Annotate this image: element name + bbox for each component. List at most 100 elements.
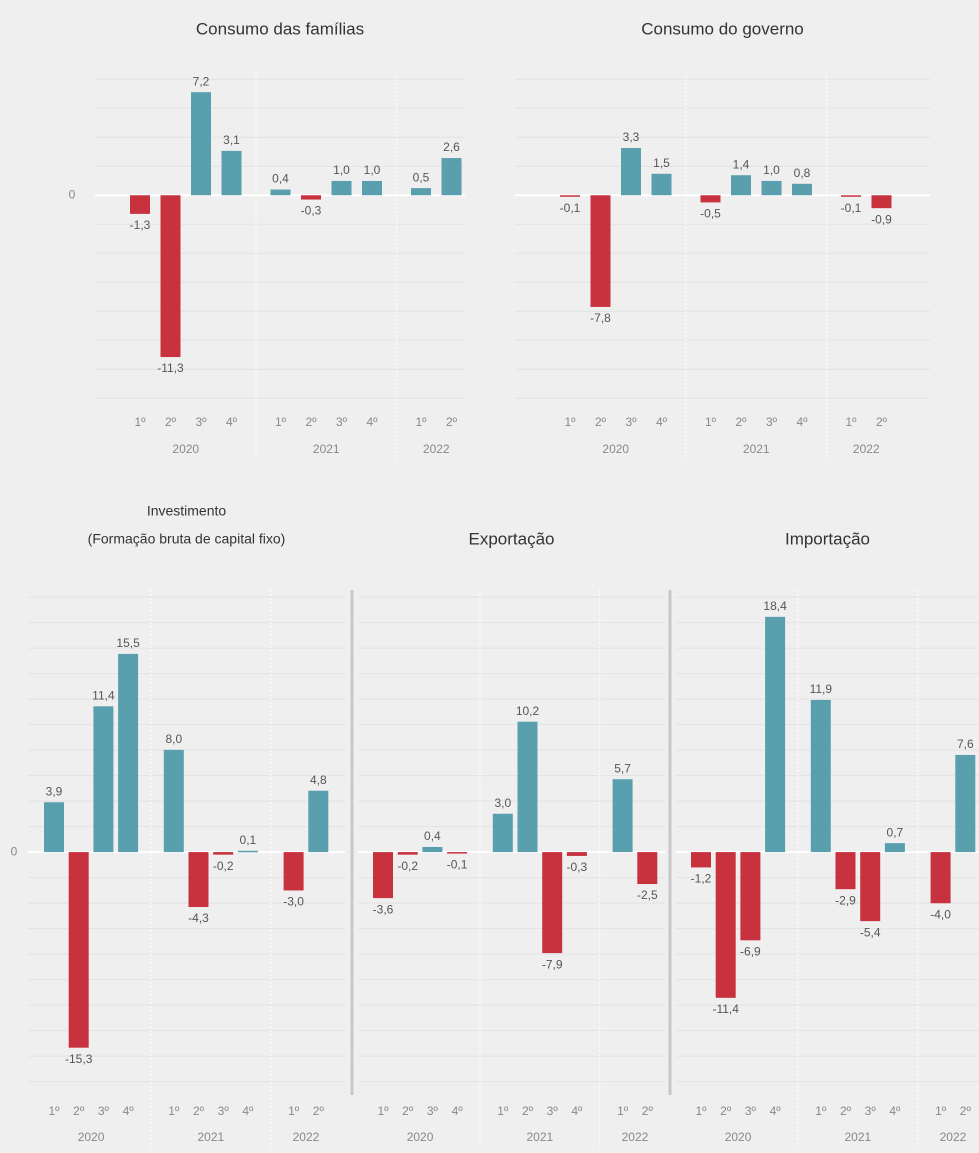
value-label: -0,2: [397, 859, 418, 873]
value-label: 10,2: [516, 704, 540, 718]
x-tick-label: 1º: [275, 415, 287, 429]
value-label: 0,4: [424, 829, 441, 843]
bar: [841, 195, 861, 197]
year-label: 2022: [293, 1130, 320, 1144]
x-tick-label: 1º: [815, 1104, 827, 1118]
value-label: -4,0: [930, 907, 951, 921]
value-label: 3,3: [623, 130, 640, 144]
bar: [792, 183, 812, 196]
year-label: 2021: [743, 442, 770, 456]
x-tick-label: 2º: [522, 1104, 534, 1118]
x-tick-label: 1º: [168, 1104, 180, 1118]
value-label: -3,0: [283, 895, 304, 909]
x-tick-label: 4º: [889, 1104, 901, 1118]
bar: [191, 92, 211, 196]
x-tick-label: 2º: [876, 415, 888, 429]
x-tick-label: 2º: [313, 1104, 325, 1118]
x-tick-label: 3º: [865, 1104, 877, 1118]
value-label: 1,0: [333, 163, 350, 177]
value-label: 3,9: [46, 784, 63, 798]
bar: [308, 790, 329, 853]
value-label: 0,5: [413, 170, 430, 184]
value-label: -2,5: [637, 888, 658, 902]
value-label: -0,3: [567, 860, 588, 874]
value-label: -15,3: [65, 1052, 93, 1066]
bar: [68, 852, 89, 1048]
value-label: -0,1: [560, 201, 581, 215]
bar: [810, 699, 831, 853]
value-label: 1,0: [763, 163, 780, 177]
bar: [270, 189, 291, 196]
x-tick-label: 4º: [123, 1104, 135, 1118]
value-label: -0,9: [871, 212, 892, 226]
chart-title: Investimento: [147, 503, 227, 519]
x-tick-label: 2º: [305, 415, 317, 429]
bar: [860, 852, 881, 922]
bar: [871, 195, 892, 209]
year-label: 2022: [622, 1130, 649, 1144]
bar: [566, 852, 587, 856]
x-tick-label: 1º: [377, 1104, 389, 1118]
year-label: 2022: [940, 1130, 967, 1144]
bar: [492, 813, 513, 853]
x-tick-label: 2º: [402, 1104, 414, 1118]
bar: [362, 180, 382, 196]
value-label: 0,8: [794, 166, 811, 180]
x-tick-label: 3º: [547, 1104, 559, 1118]
x-tick-label: 4º: [366, 415, 378, 429]
bar: [447, 852, 468, 854]
bar: [283, 852, 304, 891]
x-tick-label: 1º: [705, 415, 717, 429]
x-tick-label: 2º: [193, 1104, 205, 1118]
bar: [590, 195, 611, 307]
year-label: 2022: [853, 442, 880, 456]
bar: [884, 843, 905, 853]
bar: [213, 852, 234, 855]
bar: [691, 852, 711, 868]
x-tick-label: 4º: [796, 415, 808, 429]
x-tick-label: 1º: [845, 415, 857, 429]
bar: [44, 802, 64, 853]
value-label: -0,2: [213, 859, 234, 873]
year-label: 2021: [844, 1130, 871, 1144]
bar: [163, 749, 184, 853]
year-label: 2020: [407, 1130, 434, 1144]
bar: [637, 852, 658, 885]
year-label: 2022: [423, 442, 450, 456]
bar: [221, 150, 242, 196]
x-tick-label: 3º: [98, 1104, 110, 1118]
value-label: -1,2: [691, 872, 712, 886]
value-label: 18,4: [763, 599, 787, 613]
value-label: -0,1: [447, 858, 468, 872]
bar: [93, 706, 114, 853]
x-tick-label: 3º: [336, 415, 348, 429]
x-tick-label: 3º: [427, 1104, 439, 1118]
bar: [397, 852, 418, 855]
bar: [612, 779, 633, 853]
year-label: 2021: [197, 1130, 224, 1144]
bar: [731, 175, 751, 196]
bar: [542, 852, 563, 954]
value-label: 5,7: [614, 761, 631, 775]
bar: [130, 195, 150, 214]
bar: [411, 188, 431, 196]
value-label: 2,6: [443, 140, 460, 154]
x-tick-label: 2º: [735, 415, 747, 429]
value-label: 3,1: [223, 133, 240, 147]
value-label: 0,4: [272, 172, 289, 186]
x-tick-label: 2º: [960, 1104, 972, 1118]
value-label: 0,7: [887, 825, 904, 839]
chart-subtitle: (Formação bruta de capital fixo): [88, 531, 286, 547]
value-label: 0,1: [240, 833, 257, 847]
bar: [700, 195, 721, 203]
bar: [422, 846, 443, 853]
x-tick-label: 1º: [48, 1104, 60, 1118]
value-label: -0,5: [700, 207, 721, 221]
value-label: -6,9: [740, 944, 761, 958]
value-label: -5,4: [860, 925, 881, 939]
bar: [118, 653, 139, 853]
y-tick-label: 0: [11, 844, 18, 858]
value-label: 4,8: [310, 773, 327, 787]
value-label: 11,4: [92, 689, 115, 703]
